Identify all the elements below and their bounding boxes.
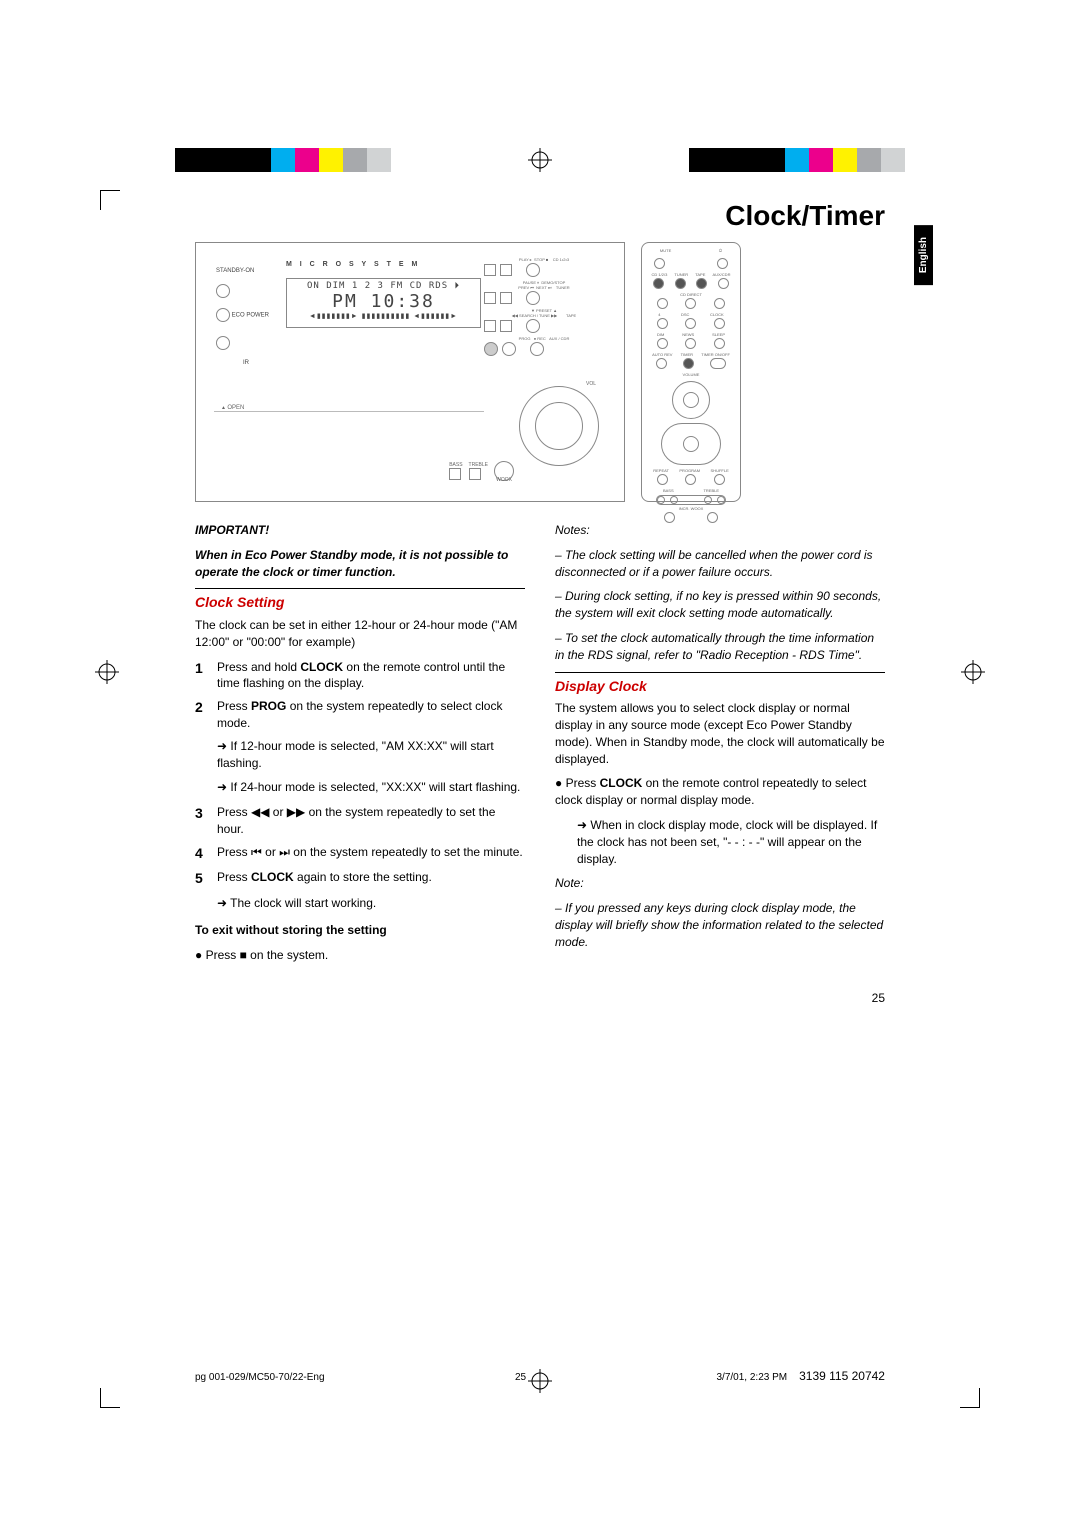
- step-5a: The clock will start working.: [195, 895, 525, 912]
- device-figure: M I C R O S Y S T E M STANDBY-ON ECO POW…: [195, 242, 625, 502]
- display-step: Press CLOCK on the remote control repeat…: [555, 775, 885, 809]
- program-button: [685, 474, 696, 485]
- next-button: [500, 292, 512, 304]
- note2-heading: Note:: [555, 875, 885, 892]
- page-content: Clock/Timer English M I C R O S Y S T E …: [195, 200, 885, 1005]
- display-arrow: When in clock display mode, clock will b…: [555, 817, 885, 867]
- note-3: – To set the clock automatically through…: [555, 630, 885, 664]
- step-2a: If 12-hour mode is selected, "AM XX:XX" …: [195, 738, 525, 772]
- key-1: [657, 298, 668, 309]
- target-icon-top: [528, 148, 552, 172]
- timer-onoff: [710, 358, 726, 369]
- standby-label: STANDBY-ON: [216, 268, 276, 274]
- note2-body: – If you pressed any keys during clock d…: [555, 900, 885, 950]
- footer-code: 3139 115 20742: [799, 1369, 885, 1383]
- target-icon-right: [961, 660, 985, 684]
- timer-button: [683, 358, 694, 369]
- search-fwd-button: [500, 320, 512, 332]
- crop-mark-tl: [100, 190, 120, 210]
- important-text: When in Eco Power Standby mode, it is no…: [195, 547, 525, 581]
- open-label: OPEN: [221, 405, 244, 411]
- exit-heading: To exit without storing the setting: [195, 922, 525, 939]
- prev-button: [484, 292, 496, 304]
- lcd-top-row: ON DIM 1 2 3 FM CD RDS ⏵: [287, 279, 480, 291]
- vol-label: VOL: [586, 381, 596, 387]
- language-tab: English: [914, 225, 933, 285]
- device-button-grid: PLAY ▸ STOP ■ CD 1•2•3 PAUSE ⏸ DEMO/STOP…: [484, 258, 604, 360]
- standby-button: [216, 284, 276, 298]
- step-2b: If 24-hour mode is selected, "XX:XX" wil…: [195, 779, 525, 796]
- registration-marks-left: [175, 148, 391, 172]
- power-button: [717, 258, 728, 269]
- left-column: IMPORTANT! When in Eco Power Standby mod…: [195, 522, 525, 971]
- cd-button: [526, 263, 540, 277]
- mute-button: [654, 258, 665, 269]
- step-4: 4Press ⏮ or ⏭ on the system repeatedly t…: [195, 844, 525, 864]
- step-3: 3Press ◀◀ or ▶▶ on the system repeatedly…: [195, 804, 525, 838]
- key-3: [714, 298, 725, 309]
- nav-pad: [661, 423, 721, 465]
- page-title: Clock/Timer: [195, 200, 885, 232]
- clock-setting-heading: Clock Setting: [195, 588, 525, 613]
- play-button: [484, 264, 496, 276]
- eco-label: ECO POWER: [232, 313, 269, 319]
- lcd-time: PM 10:38: [287, 291, 480, 312]
- eco-button: [216, 308, 230, 322]
- lcd-bars: ◄▮▮▮▮▮▮▮► ▮▮▮▮▮▮▮▮▮▮ ◄▮▮▮▮▮▮►: [287, 312, 480, 320]
- registration-marks-right: [689, 148, 905, 172]
- key-2: [685, 298, 696, 309]
- device-side-panel: STANDBY-ON ECO POWER IR: [216, 268, 276, 376]
- woox-label: WOOX: [496, 477, 512, 483]
- page-number: 25: [195, 991, 885, 1005]
- step-1: 1Press and hold CLOCK on the remote cont…: [195, 659, 525, 693]
- note-1: – The clock setting will be cancelled wh…: [555, 547, 885, 581]
- notes-heading: Notes:: [555, 522, 885, 539]
- remote-figure: MUTE⏻ CD 1/2/3TUNERTAPEAUX/CDR CD DIRECT…: [641, 242, 741, 502]
- crop-mark-br: [960, 1388, 980, 1408]
- volume-knob: [519, 386, 599, 466]
- footer: pg 001-029/MC50-70/22-Eng 25 3/7/01, 2:2…: [195, 1369, 885, 1383]
- device-title: M I C R O S Y S T E M: [286, 261, 420, 268]
- volume-wheel: [672, 381, 710, 419]
- footer-date: 3/7/01, 2:23 PM: [717, 1372, 788, 1383]
- display-clock-heading: Display Clock: [555, 672, 885, 697]
- right-column: Notes: – The clock setting will be cance…: [555, 522, 885, 971]
- step-2: 2Press PROG on the system repeatedly to …: [195, 698, 525, 732]
- step-5: 5Press CLOCK again to store the setting.: [195, 869, 525, 889]
- footer-left: pg 001-029/MC50-70/22-Eng: [195, 1372, 325, 1383]
- search-bwd-button: [484, 320, 496, 332]
- rec-button: [502, 342, 516, 356]
- clock-intro: The clock can be set in either 12-hour o…: [195, 617, 525, 651]
- tape-button: [526, 319, 540, 333]
- device-lcd: ON DIM 1 2 3 FM CD RDS ⏵ PM 10:38 ◄▮▮▮▮▮…: [286, 278, 481, 328]
- display-intro: The system allows you to select clock di…: [555, 700, 885, 767]
- note-2: – During clock setting, if no key is pre…: [555, 588, 885, 622]
- ir-sensor: [216, 336, 230, 350]
- aux-button: [530, 342, 544, 356]
- exit-step: Press ■ on the system.: [195, 947, 525, 964]
- target-icon-left: [95, 660, 119, 684]
- stop-button: [500, 264, 512, 276]
- ir-label: IR: [216, 360, 276, 366]
- footer-center: 25: [515, 1372, 526, 1383]
- crop-mark-bl: [100, 1388, 120, 1408]
- prog-button: [484, 342, 498, 356]
- tuner-button: [526, 291, 540, 305]
- important-heading: IMPORTANT!: [195, 522, 525, 539]
